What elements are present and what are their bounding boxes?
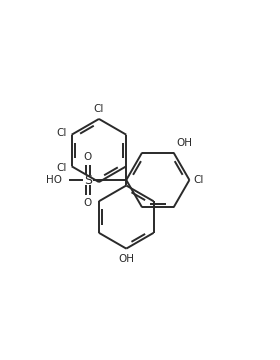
Text: Cl: Cl (193, 175, 204, 185)
Text: OH: OH (118, 253, 134, 264)
Text: S: S (84, 174, 92, 186)
Text: O: O (84, 152, 92, 162)
Text: Cl: Cl (94, 104, 104, 114)
Text: Cl: Cl (56, 163, 67, 173)
Text: O: O (84, 198, 92, 208)
Text: HO: HO (46, 175, 62, 185)
Text: Cl: Cl (56, 127, 67, 138)
Text: OH: OH (176, 138, 192, 148)
